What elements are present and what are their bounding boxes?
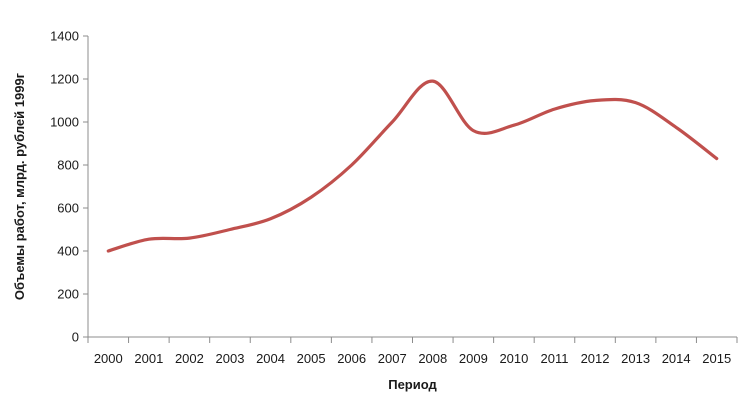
data-point	[187, 236, 191, 240]
y-tick-label: 600	[57, 201, 79, 216]
y-tick-label: 0	[72, 330, 79, 345]
data-point	[715, 156, 719, 160]
y-axis-title: Объемы работ, млрд. рублей 1999г	[12, 72, 27, 300]
data-point	[674, 125, 678, 129]
x-tick-label: 2006	[337, 351, 366, 366]
x-tick-label: 2011	[540, 351, 568, 366]
data-point	[106, 249, 110, 253]
data-point	[268, 217, 272, 221]
x-tick-label: 2001	[134, 351, 163, 366]
x-tick-label: 2010	[499, 351, 528, 366]
data-point	[552, 107, 556, 111]
series-layer	[106, 79, 719, 253]
x-axis-title: Период	[388, 377, 437, 392]
data-point	[593, 98, 597, 102]
x-tick-label: 2008	[418, 351, 447, 366]
x-tick-label: 2004	[256, 351, 285, 366]
y-tick-label: 1200	[50, 72, 79, 87]
series-line-0	[106, 79, 719, 253]
data-point	[431, 79, 435, 83]
data-point	[147, 237, 151, 241]
x-tick-label: 2003	[216, 351, 245, 366]
data-point	[349, 163, 353, 167]
y-axis: 0 200 400 600 800 1000 1200 1400	[50, 29, 89, 345]
data-point	[390, 120, 394, 124]
x-tick-label: 2005	[297, 351, 326, 366]
y-tick-label: 400	[57, 244, 79, 259]
y-tick-label: 1400	[50, 29, 79, 44]
x-tick-label: 2002	[175, 351, 204, 366]
x-tick-label: 2000	[94, 351, 123, 366]
y-tick-label: 800	[57, 158, 79, 173]
y-tick-label: 200	[57, 287, 79, 302]
x-tick-label: 2009	[459, 351, 488, 366]
y-tick-label: 1000	[50, 115, 79, 130]
x-tick-label: 2007	[378, 351, 407, 366]
x-tick-label: 2012	[581, 351, 610, 366]
x-tick-label: 2014	[662, 351, 691, 366]
data-point	[309, 195, 313, 199]
x-tick-label: 2013	[621, 351, 650, 366]
x-axis: 2000 2001 2002 2003 2004 2005 2006 2007 2008 2009…	[87, 336, 738, 366]
data-point	[228, 227, 232, 231]
data-point	[633, 100, 637, 104]
data-point	[512, 123, 516, 127]
x-tick-label: 2015	[702, 351, 731, 366]
data-point	[471, 128, 475, 132]
